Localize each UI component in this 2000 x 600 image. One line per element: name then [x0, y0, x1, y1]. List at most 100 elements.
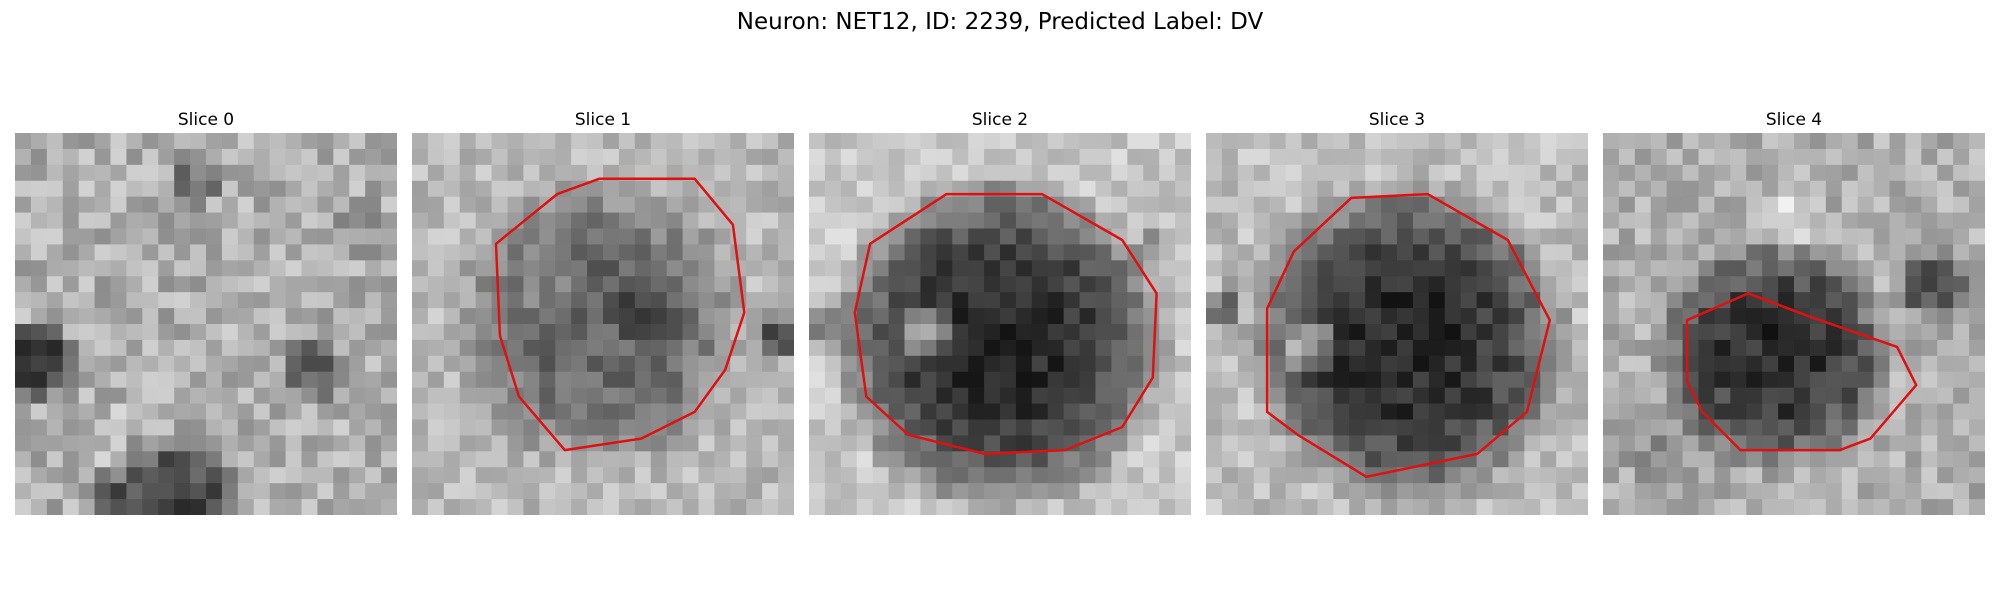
image-pixel	[1618, 467, 1636, 484]
image-pixel	[1349, 419, 1366, 437]
image-pixel	[1905, 212, 1922, 230]
image-pixel	[1841, 196, 1859, 214]
image-pixel	[126, 292, 143, 309]
image-pixel	[333, 196, 350, 214]
image-pixel	[1000, 164, 1017, 182]
image-pixel	[1031, 196, 1049, 214]
image-pixel	[587, 451, 604, 468]
image-pixel	[381, 164, 397, 182]
image-pixel	[1079, 164, 1097, 182]
image-pixel	[1333, 339, 1350, 357]
image-pixel	[221, 339, 239, 357]
image-pixel	[46, 308, 64, 325]
image-pixel	[936, 451, 953, 468]
image-pixel	[142, 260, 159, 277]
image-pixel	[1365, 148, 1382, 166]
image-pixel	[888, 148, 906, 166]
image-pixel	[1650, 324, 1668, 341]
image-pixel	[62, 387, 80, 405]
image-pixel	[1269, 244, 1287, 261]
image-pixel	[778, 133, 794, 150]
image-pixel	[1508, 403, 1525, 421]
image-pixel	[1175, 339, 1191, 357]
image-pixel	[840, 308, 858, 325]
image-pixel	[1634, 403, 1652, 421]
image-pixel	[650, 133, 668, 150]
image-pixel	[1730, 148, 1747, 166]
image-pixel	[1079, 244, 1097, 261]
image-pixel	[555, 292, 572, 309]
image-pixel	[1349, 403, 1366, 421]
image-pixel	[952, 339, 969, 357]
image-pixel	[1159, 148, 1176, 166]
image-pixel	[523, 164, 540, 182]
image-pixel	[381, 467, 397, 484]
image-pixel	[158, 133, 175, 150]
image-pixel	[1921, 308, 1938, 325]
image-pixel	[46, 483, 64, 500]
image-pixel	[1111, 339, 1128, 357]
image-pixel	[1937, 467, 1954, 484]
image-pixel	[1698, 212, 1716, 230]
image-pixel	[1428, 387, 1446, 405]
image-pixel	[523, 339, 540, 357]
image-pixel	[62, 371, 80, 389]
image-pixel	[650, 228, 668, 246]
image-pixel	[1746, 260, 1763, 277]
image-pixel	[555, 228, 572, 246]
image-pixel	[46, 292, 64, 309]
image-pixel	[459, 355, 477, 373]
image-pixel	[15, 276, 32, 293]
image-pixel	[952, 228, 969, 246]
image-pixel	[1841, 355, 1859, 373]
image-pixel	[221, 260, 239, 277]
image-pixel	[317, 228, 334, 246]
image-pixel	[1159, 499, 1176, 515]
image-pixel	[427, 387, 445, 405]
image-pixel	[206, 435, 223, 452]
image-pixel	[412, 292, 429, 309]
image-pixel	[459, 228, 477, 246]
image-pixel	[1889, 451, 1907, 468]
image-pixel	[507, 499, 525, 515]
image-pixel	[762, 148, 779, 166]
image-pixel	[459, 499, 477, 515]
image-pixel	[94, 244, 112, 261]
image-pixel	[30, 133, 48, 150]
image-pixel	[650, 292, 668, 309]
image-pixel	[126, 467, 143, 484]
image-pixel	[1825, 387, 1843, 405]
image-pixel	[1365, 387, 1382, 405]
image-pixel	[333, 435, 350, 452]
image-pixel	[809, 371, 826, 389]
image-pixel	[1634, 180, 1652, 198]
image-pixel	[666, 499, 684, 515]
image-pixel	[1015, 164, 1033, 182]
image-pixel	[1365, 276, 1382, 293]
image-pixel	[1794, 435, 1811, 452]
image-pixel	[174, 276, 191, 293]
image-pixel	[1063, 180, 1081, 198]
image-pixel	[1698, 244, 1716, 261]
image-pixel	[1682, 467, 1700, 484]
image-pixel	[1762, 499, 1779, 515]
image-pixel	[427, 403, 445, 421]
image-pixel	[253, 292, 271, 309]
image-pixel	[1237, 387, 1255, 405]
image-pixel	[746, 260, 763, 277]
image-pixel	[1047, 164, 1065, 182]
image-pixel	[1063, 212, 1081, 230]
image-pixel	[158, 467, 175, 484]
image-pixel	[1762, 387, 1779, 405]
image-pixel	[539, 260, 556, 277]
image-pixel	[1937, 387, 1954, 405]
image-pixel	[1873, 435, 1891, 452]
image-pixel	[698, 308, 716, 325]
image-pixel	[15, 148, 32, 166]
image-pixel	[1556, 276, 1573, 293]
image-pixel	[46, 212, 64, 230]
image-pixel	[1317, 244, 1334, 261]
image-pixel	[603, 419, 620, 437]
image-pixel	[1031, 451, 1049, 468]
image-pixel	[301, 228, 319, 246]
